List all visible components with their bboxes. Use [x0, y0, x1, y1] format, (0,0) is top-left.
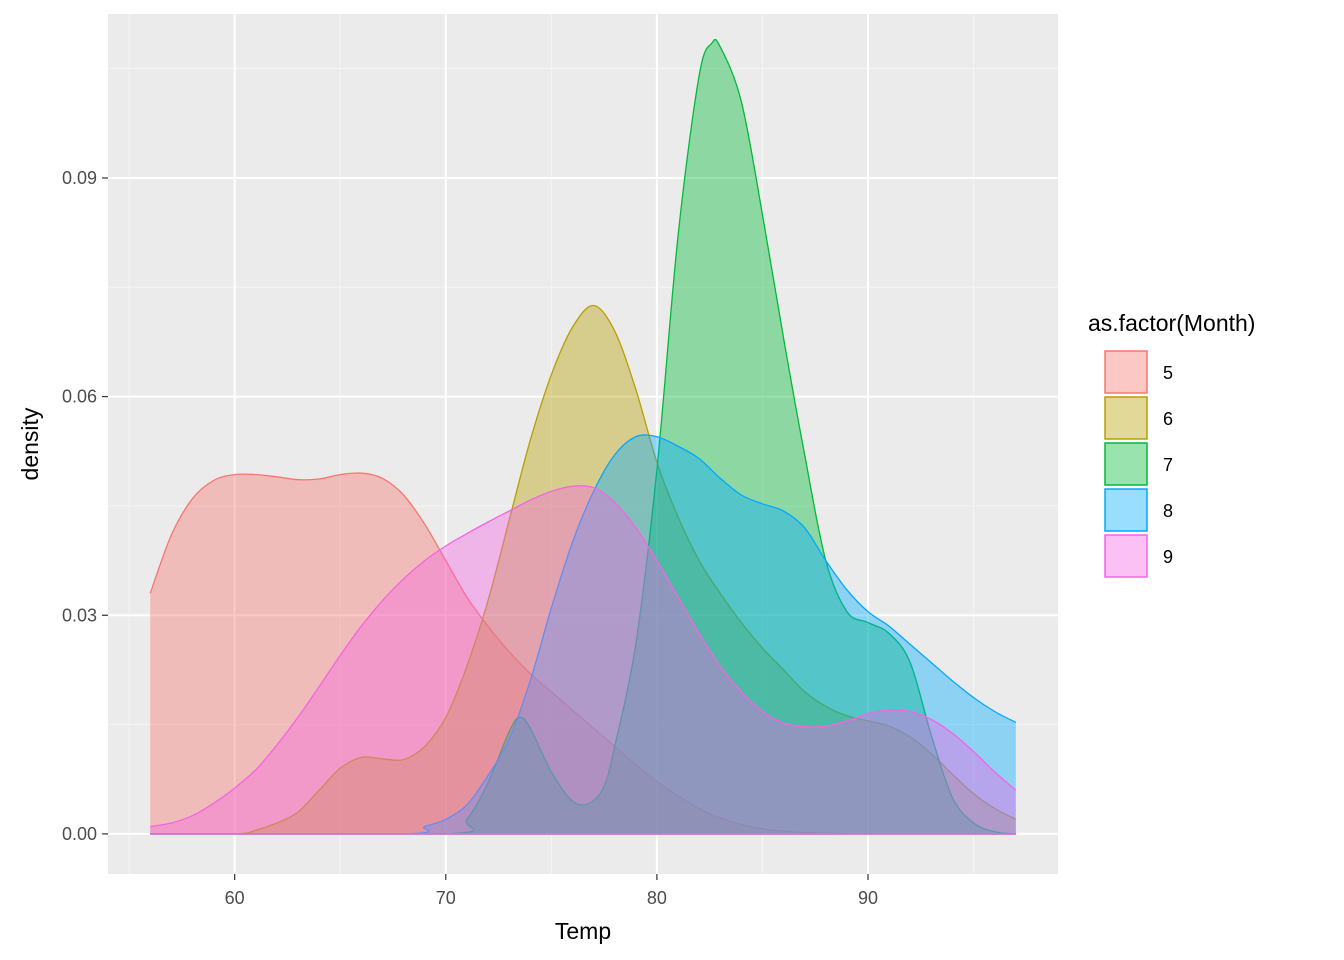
legend-key [1104, 350, 1148, 394]
legend-key [1104, 534, 1148, 578]
minor-gridlines [108, 14, 1058, 874]
density-outline-9 [150, 485, 1017, 828]
density-outline-8 [150, 434, 1017, 835]
legend-item-7: 7 [1104, 442, 1173, 486]
density-area-8 [150, 434, 1016, 834]
legend-key [1104, 396, 1148, 440]
legend-item-5: 5 [1104, 350, 1173, 394]
legend-key [1104, 442, 1148, 486]
x-tick-label: 70 [436, 888, 456, 908]
legend-item-9: 9 [1104, 534, 1173, 578]
y-tick-label: 0.09 [62, 168, 97, 188]
legend-label: 7 [1163, 455, 1173, 475]
legend-item-6: 6 [1104, 396, 1173, 440]
density-area-7 [150, 39, 1016, 834]
density-outline-5 [149, 472, 1016, 835]
y-axis: 0.00 0.03 0.06 0.09 [62, 168, 108, 844]
density-area-5 [150, 472, 1016, 834]
x-axis: 60 70 80 90 [225, 874, 878, 908]
x-tick-label: 90 [858, 888, 878, 908]
legend-label: 5 [1163, 363, 1173, 383]
density-area-6 [150, 305, 1016, 834]
legend: as.factor(Month) 5 6 7 8 9 [1088, 310, 1255, 578]
density-series-9 [150, 485, 1017, 835]
legend-title: as.factor(Month) [1088, 310, 1255, 336]
legend-key [1104, 488, 1148, 532]
y-tick-label: 0.00 [62, 824, 97, 844]
legend-item-8: 8 [1104, 488, 1173, 532]
legend-label: 6 [1163, 409, 1173, 429]
legend-label: 8 [1163, 501, 1173, 521]
y-tick-label: 0.03 [62, 605, 97, 625]
y-axis-title: density [17, 407, 43, 480]
density-outline-6 [150, 304, 1017, 835]
legend-label: 9 [1163, 547, 1173, 567]
density-area-9 [150, 485, 1016, 834]
x-axis-title: Temp [555, 918, 611, 944]
x-tick-label: 80 [647, 888, 667, 908]
x-tick-label: 60 [225, 888, 245, 908]
y-tick-label: 0.06 [62, 387, 97, 407]
density-areas [149, 38, 1017, 835]
